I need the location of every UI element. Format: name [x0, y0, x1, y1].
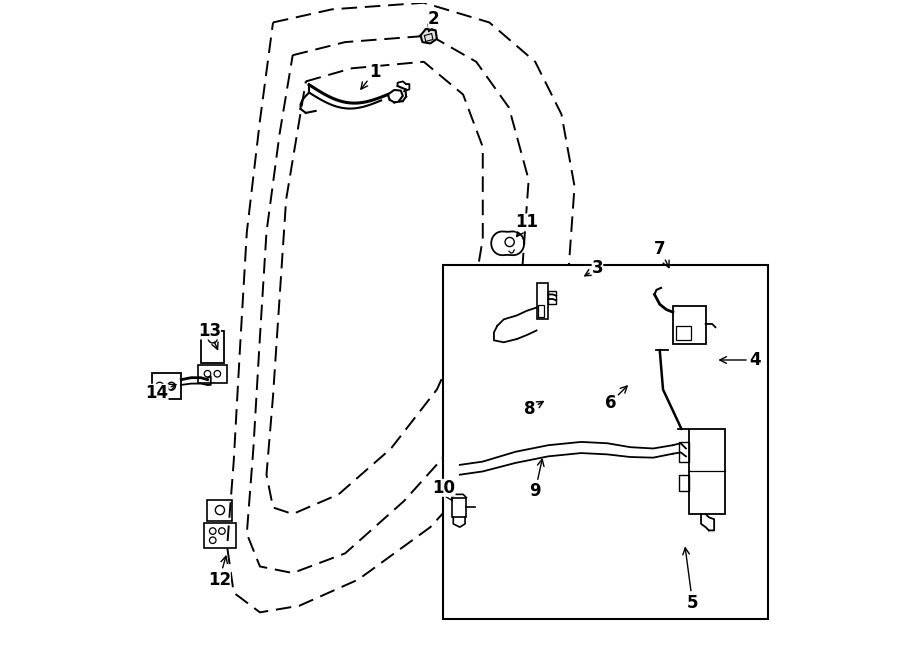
Bar — [689, 429, 725, 514]
Bar — [452, 498, 466, 518]
Text: 2: 2 — [428, 10, 439, 32]
Polygon shape — [420, 29, 436, 44]
Text: 13: 13 — [198, 321, 221, 350]
Text: 9: 9 — [529, 459, 544, 500]
Text: 10: 10 — [433, 479, 455, 500]
Text: 11: 11 — [515, 214, 538, 237]
Bar — [676, 326, 690, 340]
Text: 6: 6 — [605, 386, 627, 412]
Bar — [208, 500, 232, 521]
Bar — [548, 292, 556, 304]
Bar — [673, 305, 706, 344]
Bar — [536, 284, 548, 319]
Bar — [201, 330, 224, 364]
Text: 14: 14 — [146, 384, 176, 402]
Text: 1: 1 — [361, 63, 381, 89]
Bar — [680, 442, 689, 461]
Bar — [444, 265, 768, 619]
Text: 3: 3 — [585, 259, 603, 277]
Text: 4: 4 — [720, 351, 760, 369]
Bar — [152, 373, 181, 399]
Text: 12: 12 — [208, 556, 230, 588]
Text: 5: 5 — [683, 548, 698, 611]
Text: 8: 8 — [524, 400, 544, 418]
Bar — [538, 305, 544, 317]
Bar — [198, 365, 227, 383]
Bar — [680, 475, 689, 491]
Bar — [204, 524, 236, 548]
Text: 7: 7 — [654, 239, 669, 268]
